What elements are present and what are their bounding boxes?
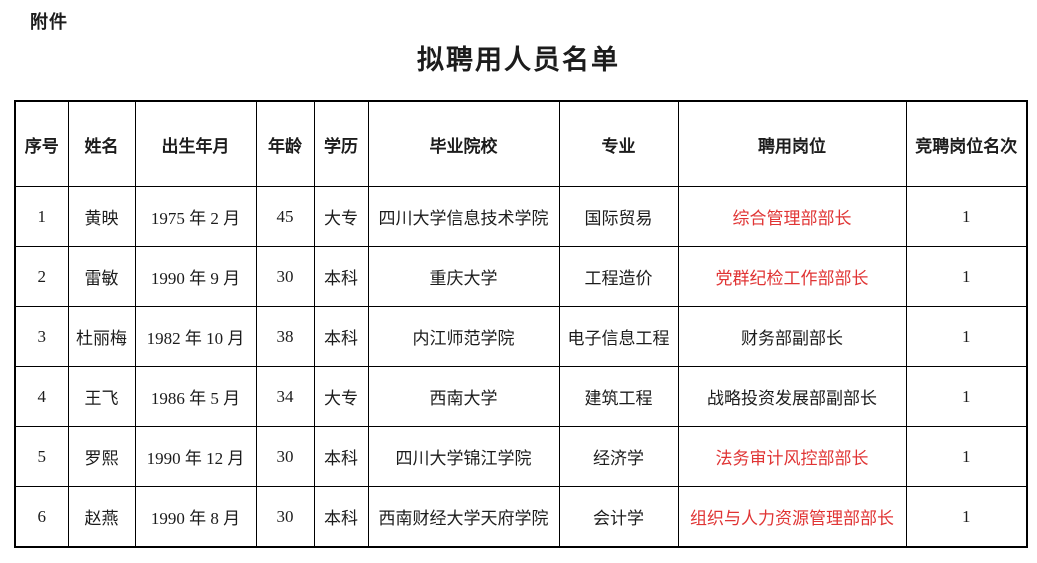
personnel-table: 序号 姓名 出生年月 年龄 学历 毕业院校 专业 聘用岗位 竞聘岗位名次 1 黄映… [14, 100, 1028, 548]
cell-education: 大专 [313, 186, 369, 247]
table-row: 6 赵燕 1990 年 8 月 30 本科 西南财经大学天府学院 会计学 组织与人力资源管理部… [14, 486, 1028, 548]
cell-school: 西南财经大学天府学院 [367, 486, 560, 548]
cell-rank: 1 [905, 426, 1028, 487]
cell-position: 党群纪检工作部部长 [677, 246, 907, 307]
cell-birth: 1990 年 8 月 [134, 486, 257, 548]
cell-no: 4 [14, 366, 69, 427]
cell-name: 黄映 [67, 186, 136, 247]
cell-major: 会计学 [558, 486, 679, 548]
table-row: 4 王飞 1986 年 5 月 34 大专 西南大学 建筑工程 战略投资发展部副部长 1 [14, 366, 1028, 427]
table-header-row: 序号 姓名 出生年月 年龄 学历 毕业院校 专业 聘用岗位 竞聘岗位名次 [14, 100, 1028, 187]
cell-age: 30 [255, 426, 315, 487]
cell-school: 内江师范学院 [367, 306, 560, 367]
cell-name: 杜丽梅 [67, 306, 136, 367]
header-age: 年龄 [255, 100, 315, 187]
cell-major: 电子信息工程 [558, 306, 679, 367]
cell-major: 建筑工程 [558, 366, 679, 427]
header-no: 序号 [14, 100, 69, 187]
cell-no: 5 [14, 426, 69, 487]
cell-no: 2 [14, 246, 69, 307]
header-education: 学历 [313, 100, 369, 187]
cell-major: 国际贸易 [558, 186, 679, 247]
cell-age: 30 [255, 246, 315, 307]
cell-age: 38 [255, 306, 315, 367]
cell-major: 工程造价 [558, 246, 679, 307]
cell-birth: 1975 年 2 月 [134, 186, 257, 247]
cell-education: 本科 [313, 306, 369, 367]
cell-school: 四川大学锦江学院 [367, 426, 560, 487]
cell-name: 王飞 [67, 366, 136, 427]
cell-birth: 1990 年 9 月 [134, 246, 257, 307]
cell-birth: 1986 年 5 月 [134, 366, 257, 427]
cell-name: 雷敏 [67, 246, 136, 307]
cell-no: 3 [14, 306, 69, 367]
table-row: 1 黄映 1975 年 2 月 45 大专 四川大学信息技术学院 国际贸易 综合管理部部长 1 [14, 186, 1028, 247]
cell-rank: 1 [905, 306, 1028, 367]
attachment-label: 附件 [30, 12, 68, 32]
header-rank: 竞聘岗位名次 [905, 100, 1028, 187]
table-body: 1 黄映 1975 年 2 月 45 大专 四川大学信息技术学院 国际贸易 综合管理部部长 1 2… [14, 186, 1028, 548]
cell-birth: 1990 年 12 月 [134, 426, 257, 487]
cell-major: 经济学 [558, 426, 679, 487]
cell-position: 综合管理部部长 [677, 186, 907, 247]
header-school: 毕业院校 [367, 100, 560, 187]
header-name: 姓名 [67, 100, 136, 187]
cell-rank: 1 [905, 246, 1028, 307]
cell-rank: 1 [905, 486, 1028, 548]
cell-rank: 1 [905, 186, 1028, 247]
cell-age: 34 [255, 366, 315, 427]
table-row: 5 罗熙 1990 年 12 月 30 本科 四川大学锦江学院 经济学 法务审计风控部部长 1 [14, 426, 1028, 487]
table-row: 3 杜丽梅 1982 年 10 月 38 本科 内江师范学院 电子信息工程 财务部副部长 1 [14, 306, 1028, 367]
cell-name: 赵燕 [67, 486, 136, 548]
header-position: 聘用岗位 [677, 100, 907, 187]
cell-school: 西南大学 [367, 366, 560, 427]
cell-education: 本科 [313, 246, 369, 307]
cell-position: 法务审计风控部部长 [677, 426, 907, 487]
cell-position: 战略投资发展部副部长 [677, 366, 907, 427]
cell-school: 重庆大学 [367, 246, 560, 307]
header-birth: 出生年月 [134, 100, 257, 187]
cell-education: 本科 [313, 426, 369, 487]
cell-age: 45 [255, 186, 315, 247]
cell-birth: 1982 年 10 月 [134, 306, 257, 367]
cell-position: 组织与人力资源管理部部长 [677, 486, 907, 548]
cell-school: 四川大学信息技术学院 [367, 186, 560, 247]
cell-age: 30 [255, 486, 315, 548]
cell-position: 财务部副部长 [677, 306, 907, 367]
table-row: 2 雷敏 1990 年 9 月 30 本科 重庆大学 工程造价 党群纪检工作部部长 1 [14, 246, 1028, 307]
cell-no: 1 [14, 186, 69, 247]
page-title: 拟聘用人员名单 [417, 45, 620, 75]
cell-education: 本科 [313, 486, 369, 548]
cell-education: 大专 [313, 366, 369, 427]
cell-name: 罗熙 [67, 426, 136, 487]
cell-rank: 1 [905, 366, 1028, 427]
header-major: 专业 [558, 100, 679, 187]
cell-no: 6 [14, 486, 69, 548]
